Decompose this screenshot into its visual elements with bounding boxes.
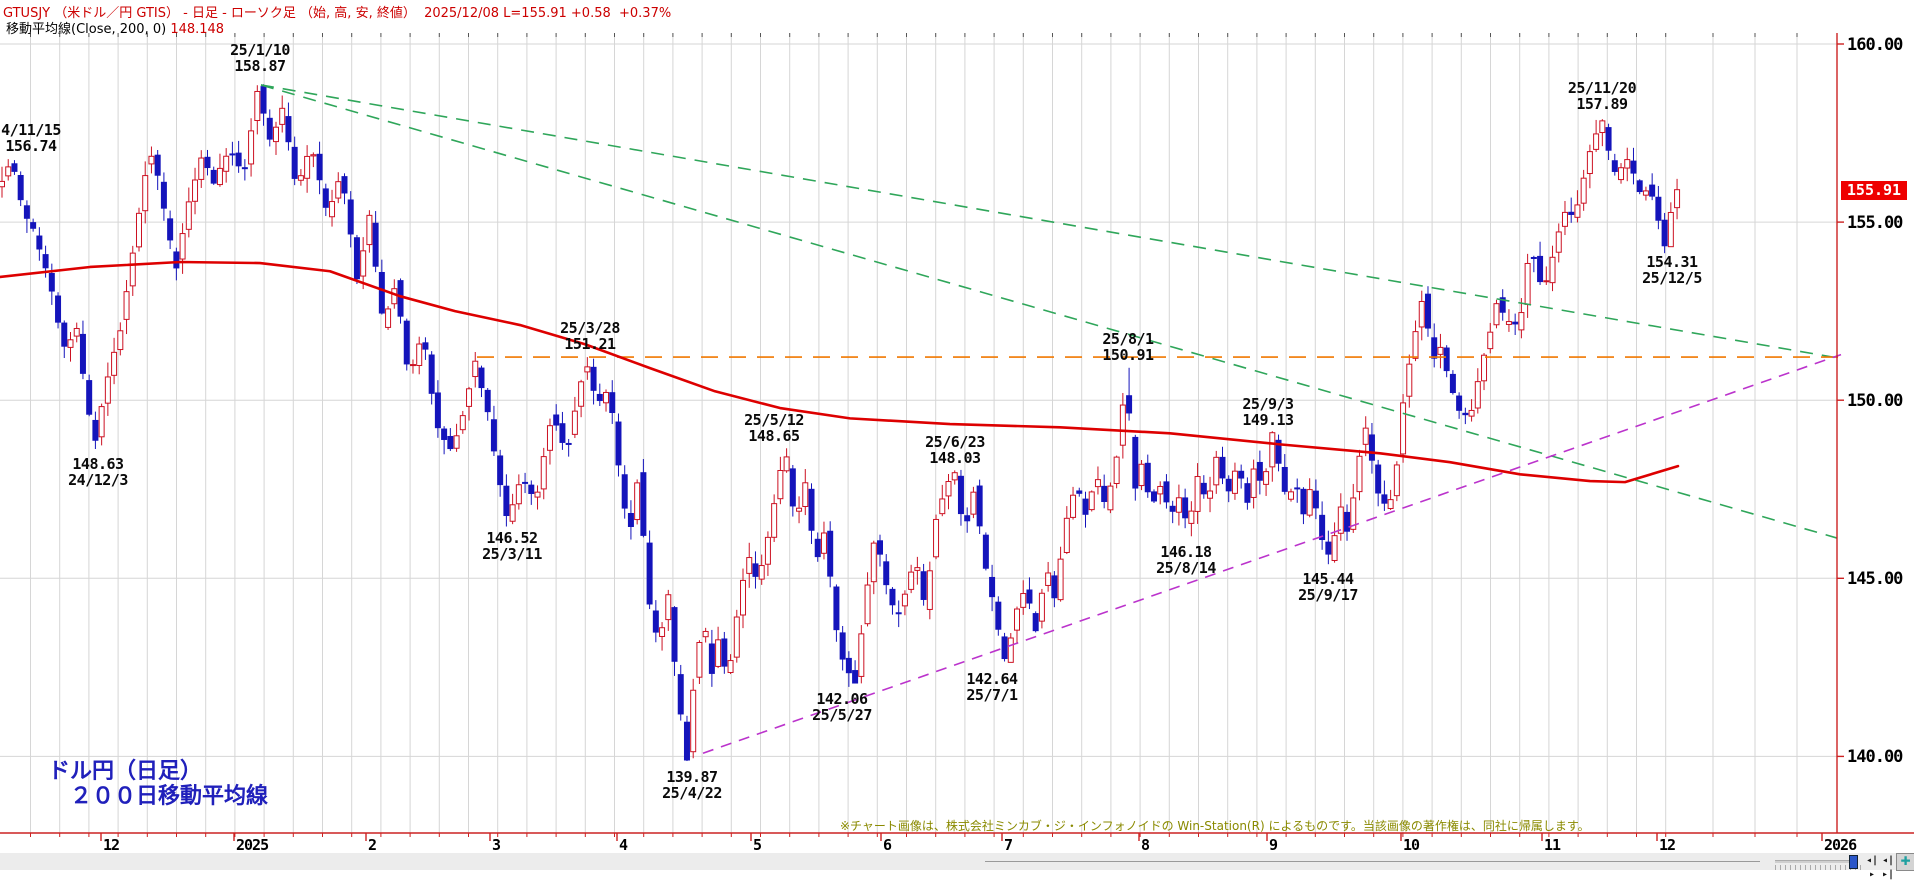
swing-annotation: 142.64 25/7/1 xyxy=(966,670,1018,704)
zoom-slider-track[interactable] xyxy=(1775,860,1857,863)
chart-title: GTUSJY （米ドル／円 GTIS） - 日足 - ローソク足 （始, 高, … xyxy=(3,6,672,21)
swing-annotation: 25/11/20 157.89 xyxy=(1567,79,1637,113)
ma-current-value: 148.148 xyxy=(170,22,225,37)
swing-annotation: 145.44 25/9/17 xyxy=(1298,570,1358,604)
swing-annotation: 139.87 25/4/22 xyxy=(662,768,722,802)
y-axis-label: 150.00 xyxy=(1847,391,1903,412)
swing-annotation: 25/1/10 158.87 xyxy=(230,41,290,75)
x-axis-label: 11 xyxy=(1544,836,1561,854)
pan-tool-icon[interactable]: ✚ xyxy=(1896,853,1914,871)
bottom-toolbar: ◂|▸ ◂|▸| ✚ xyxy=(0,853,1914,880)
swing-annotation: 4/11/15 156.74 xyxy=(1,121,61,155)
x-axis-label: 6 xyxy=(883,836,892,854)
swing-annotation: 25/9/3 149.13 xyxy=(1242,395,1294,429)
x-axis-label: 2026 xyxy=(1824,836,1857,854)
zoom-slider-handle[interactable] xyxy=(1849,855,1858,869)
swing-annotation: 25/6/23 148.03 xyxy=(925,433,985,467)
swing-annotation: 154.31 25/12/5 xyxy=(1642,253,1702,287)
swing-annotation: 142.06 25/5/27 xyxy=(812,690,872,724)
swing-annotation: 146.18 25/8/14 xyxy=(1156,543,1216,577)
x-axis-label: 10 xyxy=(1403,836,1420,854)
ma-label-text: 移動平均線(Close, 200, 0) xyxy=(6,22,171,37)
swing-annotation: 25/3/28 151.21 xyxy=(560,319,620,353)
swing-annotation: 25/5/12 148.65 xyxy=(744,411,804,445)
x-axis-label: 9 xyxy=(1269,836,1278,854)
chart-caption: ドル円（日足） ２００日移動平均線 xyxy=(48,759,268,809)
x-axis-label: 12 xyxy=(103,836,120,854)
x-axis-label: 8 xyxy=(1141,836,1150,854)
scrollbar-track[interactable] xyxy=(985,861,1760,862)
x-axis-label: 7 xyxy=(1004,836,1013,854)
swing-annotation: 148.63 24/12/3 xyxy=(68,455,128,489)
swing-annotation: 146.52 25/3/11 xyxy=(482,529,542,563)
x-axis-label: 3 xyxy=(492,836,501,854)
caption-line2: ２００日移動平均線 xyxy=(48,784,269,809)
y-axis-label: 160.00 xyxy=(1847,35,1903,55)
x-axis-label: 2 xyxy=(368,836,377,854)
scroll-next-icon[interactable]: ◂|▸| xyxy=(1881,855,1895,880)
scroll-prev-icon[interactable]: ◂|▸ xyxy=(1865,855,1879,880)
caption-line1: ドル円（日足） xyxy=(48,759,203,784)
last-price-badge: 155.91 xyxy=(1841,181,1907,200)
copyright-note: ※チャート画像は、株式会社ミンカブ・ジ・インフォノイドの Win-Station… xyxy=(840,819,1590,833)
x-axis-label: 4 xyxy=(619,836,628,854)
x-axis-label: 2025 xyxy=(236,836,269,854)
y-axis-label: 145.00 xyxy=(1847,569,1903,590)
x-axis-label: 5 xyxy=(753,836,762,854)
ma-indicator-label: 移動平均線(Close, 200, 0) 148.148 xyxy=(6,18,224,37)
x-axis-label: 12 xyxy=(1659,836,1676,854)
y-axis-label: 155.00 xyxy=(1847,213,1903,234)
y-axis-label: 140.00 xyxy=(1847,747,1903,768)
swing-annotation: 25/8/1 150.91 xyxy=(1102,330,1154,364)
zoom-slider-ruler xyxy=(1775,865,1861,870)
